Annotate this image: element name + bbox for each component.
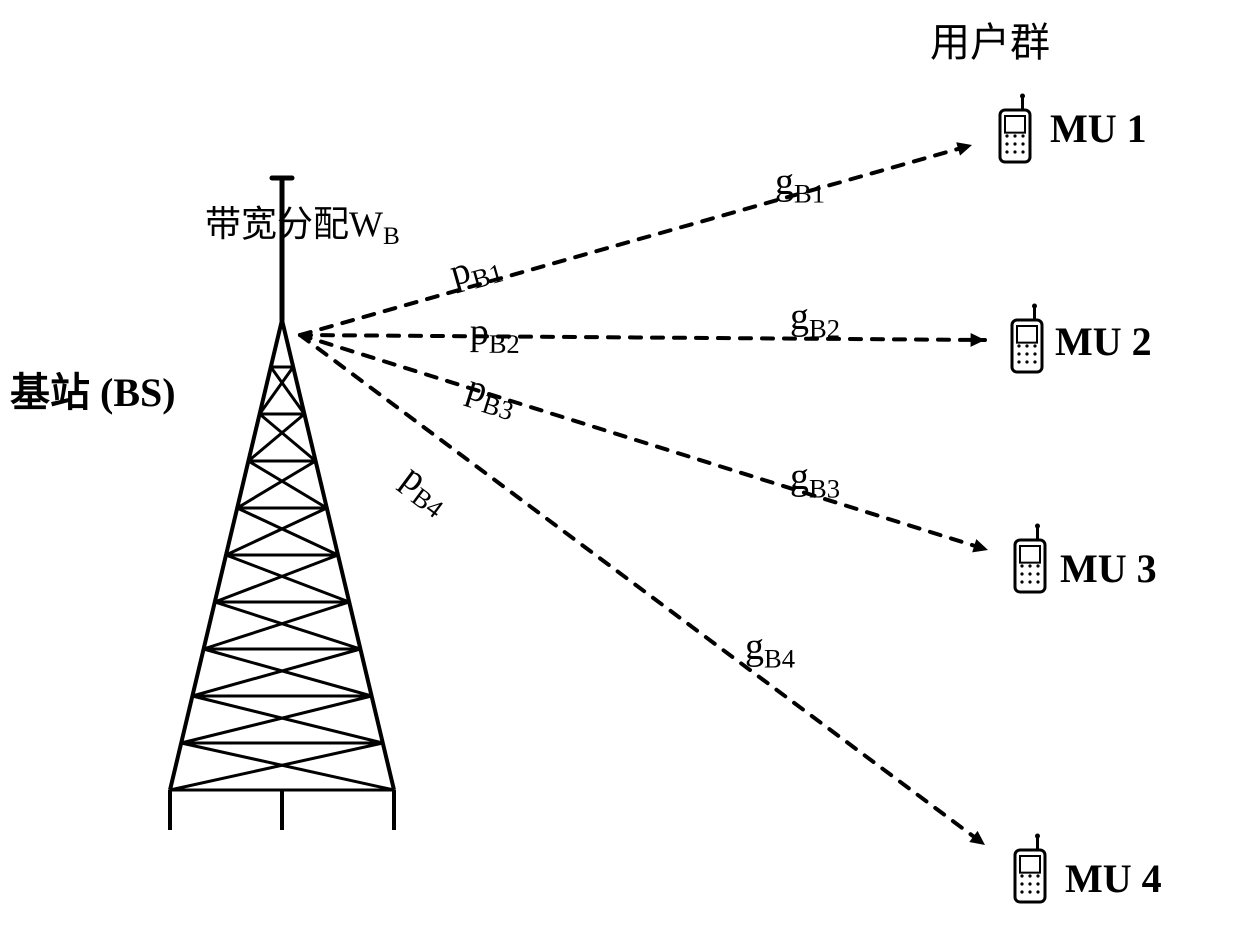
diagram-svg	[0, 0, 1239, 942]
edge-2	[300, 333, 985, 347]
phone-icon-1	[1000, 94, 1030, 163]
edge-1	[300, 142, 972, 335]
tower-icon	[170, 178, 394, 830]
phone-icon-4	[1015, 834, 1045, 903]
phone-icon-2	[1012, 304, 1042, 373]
edge-4	[300, 335, 985, 845]
phone-icon-3	[1015, 524, 1045, 593]
edge-3	[300, 335, 988, 552]
